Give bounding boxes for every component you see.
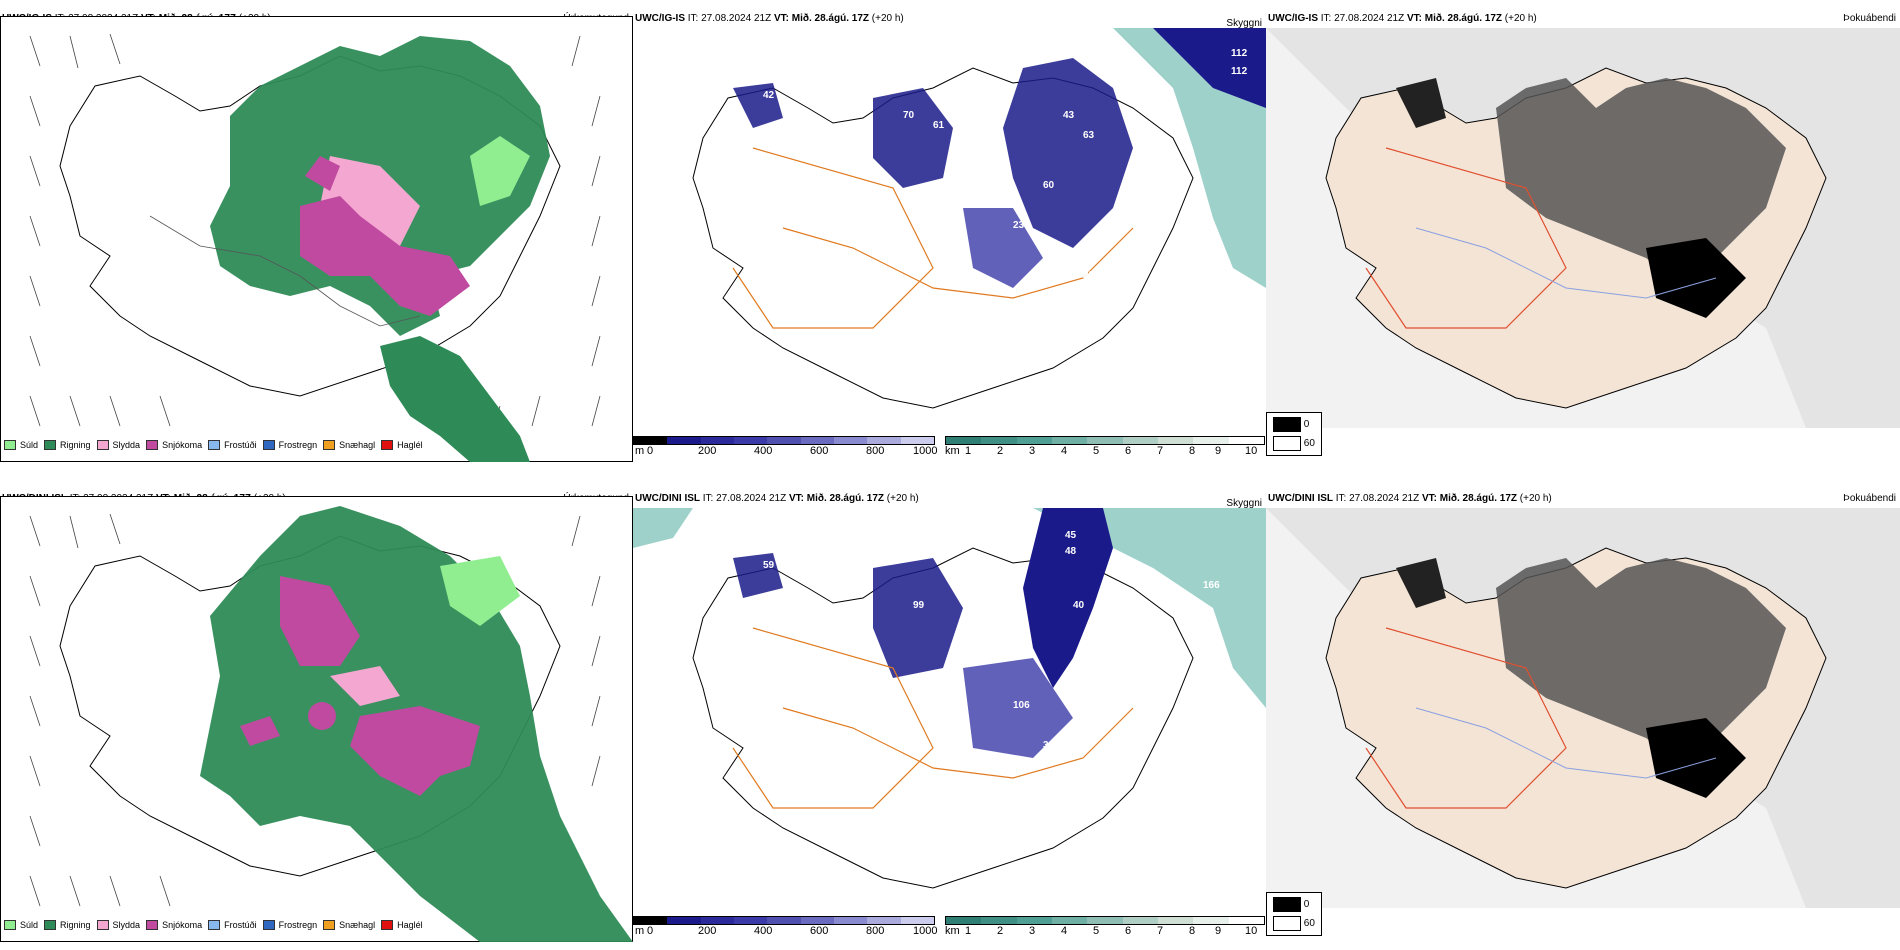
fog-key-swatch-high xyxy=(1273,436,1301,451)
precip-type-panel-dini: UWC/DINI ISL IT: 27.08.2024 21Z VT: Mið.… xyxy=(0,490,633,945)
panel-title: Skyggni xyxy=(1226,498,1262,509)
fog-key-swatch-low xyxy=(1273,417,1301,432)
snow-area xyxy=(280,576,360,666)
svg-text:70: 70 xyxy=(903,110,915,121)
svg-text:59: 59 xyxy=(763,560,775,571)
panel-title: Þokuábendi xyxy=(1843,13,1896,24)
drizzle-area xyxy=(440,556,520,626)
precip-map xyxy=(0,496,633,942)
svg-text:43: 43 xyxy=(1063,110,1075,121)
svg-text:112: 112 xyxy=(1231,48,1248,59)
ceiling-scale-ticks: m 0 200 400 600 800 1000 xyxy=(635,925,938,937)
svg-text:99: 99 xyxy=(913,600,925,611)
fog-index-panel-dini: UWC/DINI ISL IT: 27.08.2024 21Z VT: Mið.… xyxy=(1266,490,1900,945)
snow-area-2 xyxy=(305,156,340,191)
svg-text:295: 295 xyxy=(1083,270,1100,281)
precip-legend: Súld Rigning Slydda Snjókoma Frostúði Fr… xyxy=(4,920,423,930)
ceiling-scale-ticks: m 0 200 400 600 800 1000 xyxy=(635,445,938,457)
svg-text:48: 48 xyxy=(1065,546,1077,557)
svg-text:61: 61 xyxy=(933,120,945,131)
svg-text:60: 60 xyxy=(1043,180,1055,191)
svg-text:112: 112 xyxy=(1231,66,1248,77)
snow-area-2 xyxy=(350,706,480,796)
fog-key-swatch-low xyxy=(1273,897,1301,912)
drizzle-area xyxy=(470,136,530,206)
svg-text:40: 40 xyxy=(1073,600,1085,611)
svg-text:63: 63 xyxy=(1083,130,1095,141)
svg-text:45: 45 xyxy=(1065,530,1077,541)
visibility-scale-bar xyxy=(945,916,1265,925)
visibility-scale-ticks: km 1 2 3 4 5 6 7 8 9 10 xyxy=(945,925,1258,937)
svg-text:393: 393 xyxy=(1043,740,1060,751)
ceiling-scale-bar xyxy=(633,436,935,445)
panel-header: UWC/DINI ISL IT: 27.08.2024 21Z VT: Mið.… xyxy=(1268,493,1552,504)
fog-key: 0 60 xyxy=(1266,412,1322,456)
visibility-map: 112 112 42 70 61 43 63 60 230 295 xyxy=(633,28,1266,428)
fog-index-panel-ig: UWC/IG-IS IT: 27.08.2024 21Z VT: Mið. 28… xyxy=(1266,10,1900,465)
rain-area-south xyxy=(380,336,530,462)
svg-text:230: 230 xyxy=(1013,220,1030,231)
precip-map xyxy=(0,16,633,462)
fog-key: 0 60 xyxy=(1266,892,1322,936)
svg-text:106: 106 xyxy=(1013,700,1030,711)
visibility-map: 59 45 48 40 99 106 393 166 xyxy=(633,508,1266,908)
svg-text:42: 42 xyxy=(763,90,775,101)
ceiling-labels: 112 112 42 70 61 43 63 60 230 295 xyxy=(763,48,1248,281)
visibility-scale-bar xyxy=(945,436,1265,445)
sleet-area xyxy=(330,666,400,706)
panel-title: Þokuábendi xyxy=(1843,493,1896,504)
visibility-panel-ig: UWC/IG-IS IT: 27.08.2024 21Z VT: Mið. 28… xyxy=(633,10,1266,465)
ceiling-labels: 59 45 48 40 99 106 393 166 xyxy=(763,530,1220,751)
fog-map xyxy=(1266,508,1900,908)
svg-text:166: 166 xyxy=(1203,580,1220,591)
snow-area xyxy=(300,196,470,316)
legend-swatch xyxy=(4,440,16,450)
visibility-panel-dini: UWC/DINI ISL IT: 27.08.2024 21Z VT: Mið.… xyxy=(633,490,1266,945)
wind-barbs xyxy=(29,513,601,907)
panel-title: Skyggni xyxy=(1226,18,1262,29)
panel-header: UWC/DINI ISL IT: 27.08.2024 21Z VT: Mið.… xyxy=(635,493,919,504)
fog-map xyxy=(1266,28,1900,428)
precip-legend: Súld Rigning Slydda Snjókoma Frostúði Fr… xyxy=(4,440,423,450)
visibility-scale-ticks: km 1 2 3 4 5 6 7 8 9 10 xyxy=(945,445,1258,457)
fog-key-swatch-high xyxy=(1273,916,1301,931)
ceiling-scale-bar xyxy=(633,916,935,925)
precip-type-panel-ig: UWC/IG-IS IT: 27.08.2024 21Z VT: Mið. 28… xyxy=(0,10,633,465)
panel-header: UWC/IG-IS IT: 27.08.2024 21Z VT: Mið. 28… xyxy=(1268,13,1537,24)
panel-header: UWC/IG-IS IT: 27.08.2024 21Z VT: Mið. 28… xyxy=(635,13,904,24)
